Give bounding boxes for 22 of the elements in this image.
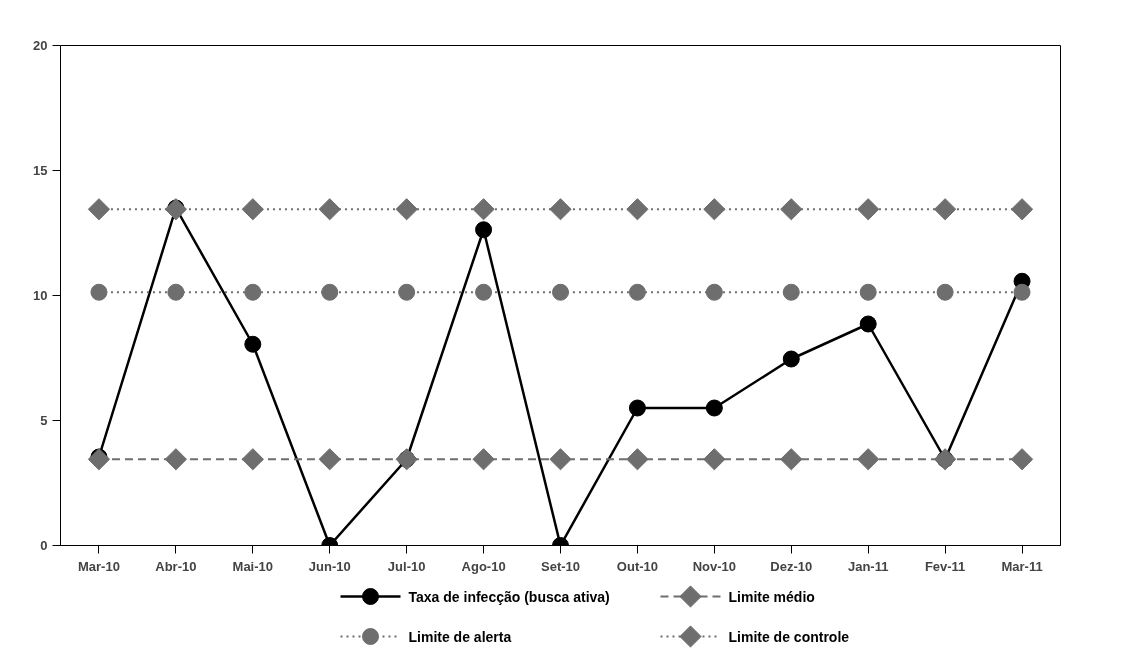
x-tick-label: Abr-10 <box>155 558 197 574</box>
y-tick-label: 0 <box>40 538 48 553</box>
x-tick-label: Ago-10 <box>461 558 506 574</box>
x-tick-label: Mar-10 <box>78 558 120 574</box>
x-tick-label: Mai-10 <box>232 558 274 574</box>
y-tick-label: 5 <box>40 413 48 428</box>
x-tick-label: Set-10 <box>540 558 581 574</box>
x-tick-label: Jun-10 <box>308 558 351 574</box>
legend-label: Limite médio <box>728 588 815 605</box>
y-tick-label: 15 <box>33 163 48 178</box>
x-tick-label: Nov-10 <box>692 558 737 574</box>
legend-label: Limite de alerta <box>408 628 512 645</box>
legend-label: Taxa de infecção (busca ativa) <box>408 588 610 605</box>
y-tick-label: 20 <box>33 38 48 53</box>
x-tick-label: Fev-11 <box>924 558 966 574</box>
x-tick-label: Jan-11 <box>847 558 889 574</box>
x-tick-label: Out-10 <box>616 558 659 574</box>
x-tick-label: Mar-11 <box>1001 558 1043 574</box>
x-tick-label: Jul-10 <box>387 558 426 574</box>
legend-label: Limite de controle <box>728 628 850 645</box>
y-tick-label: 10 <box>33 288 48 303</box>
x-tick-label: Dez-10 <box>770 558 813 574</box>
